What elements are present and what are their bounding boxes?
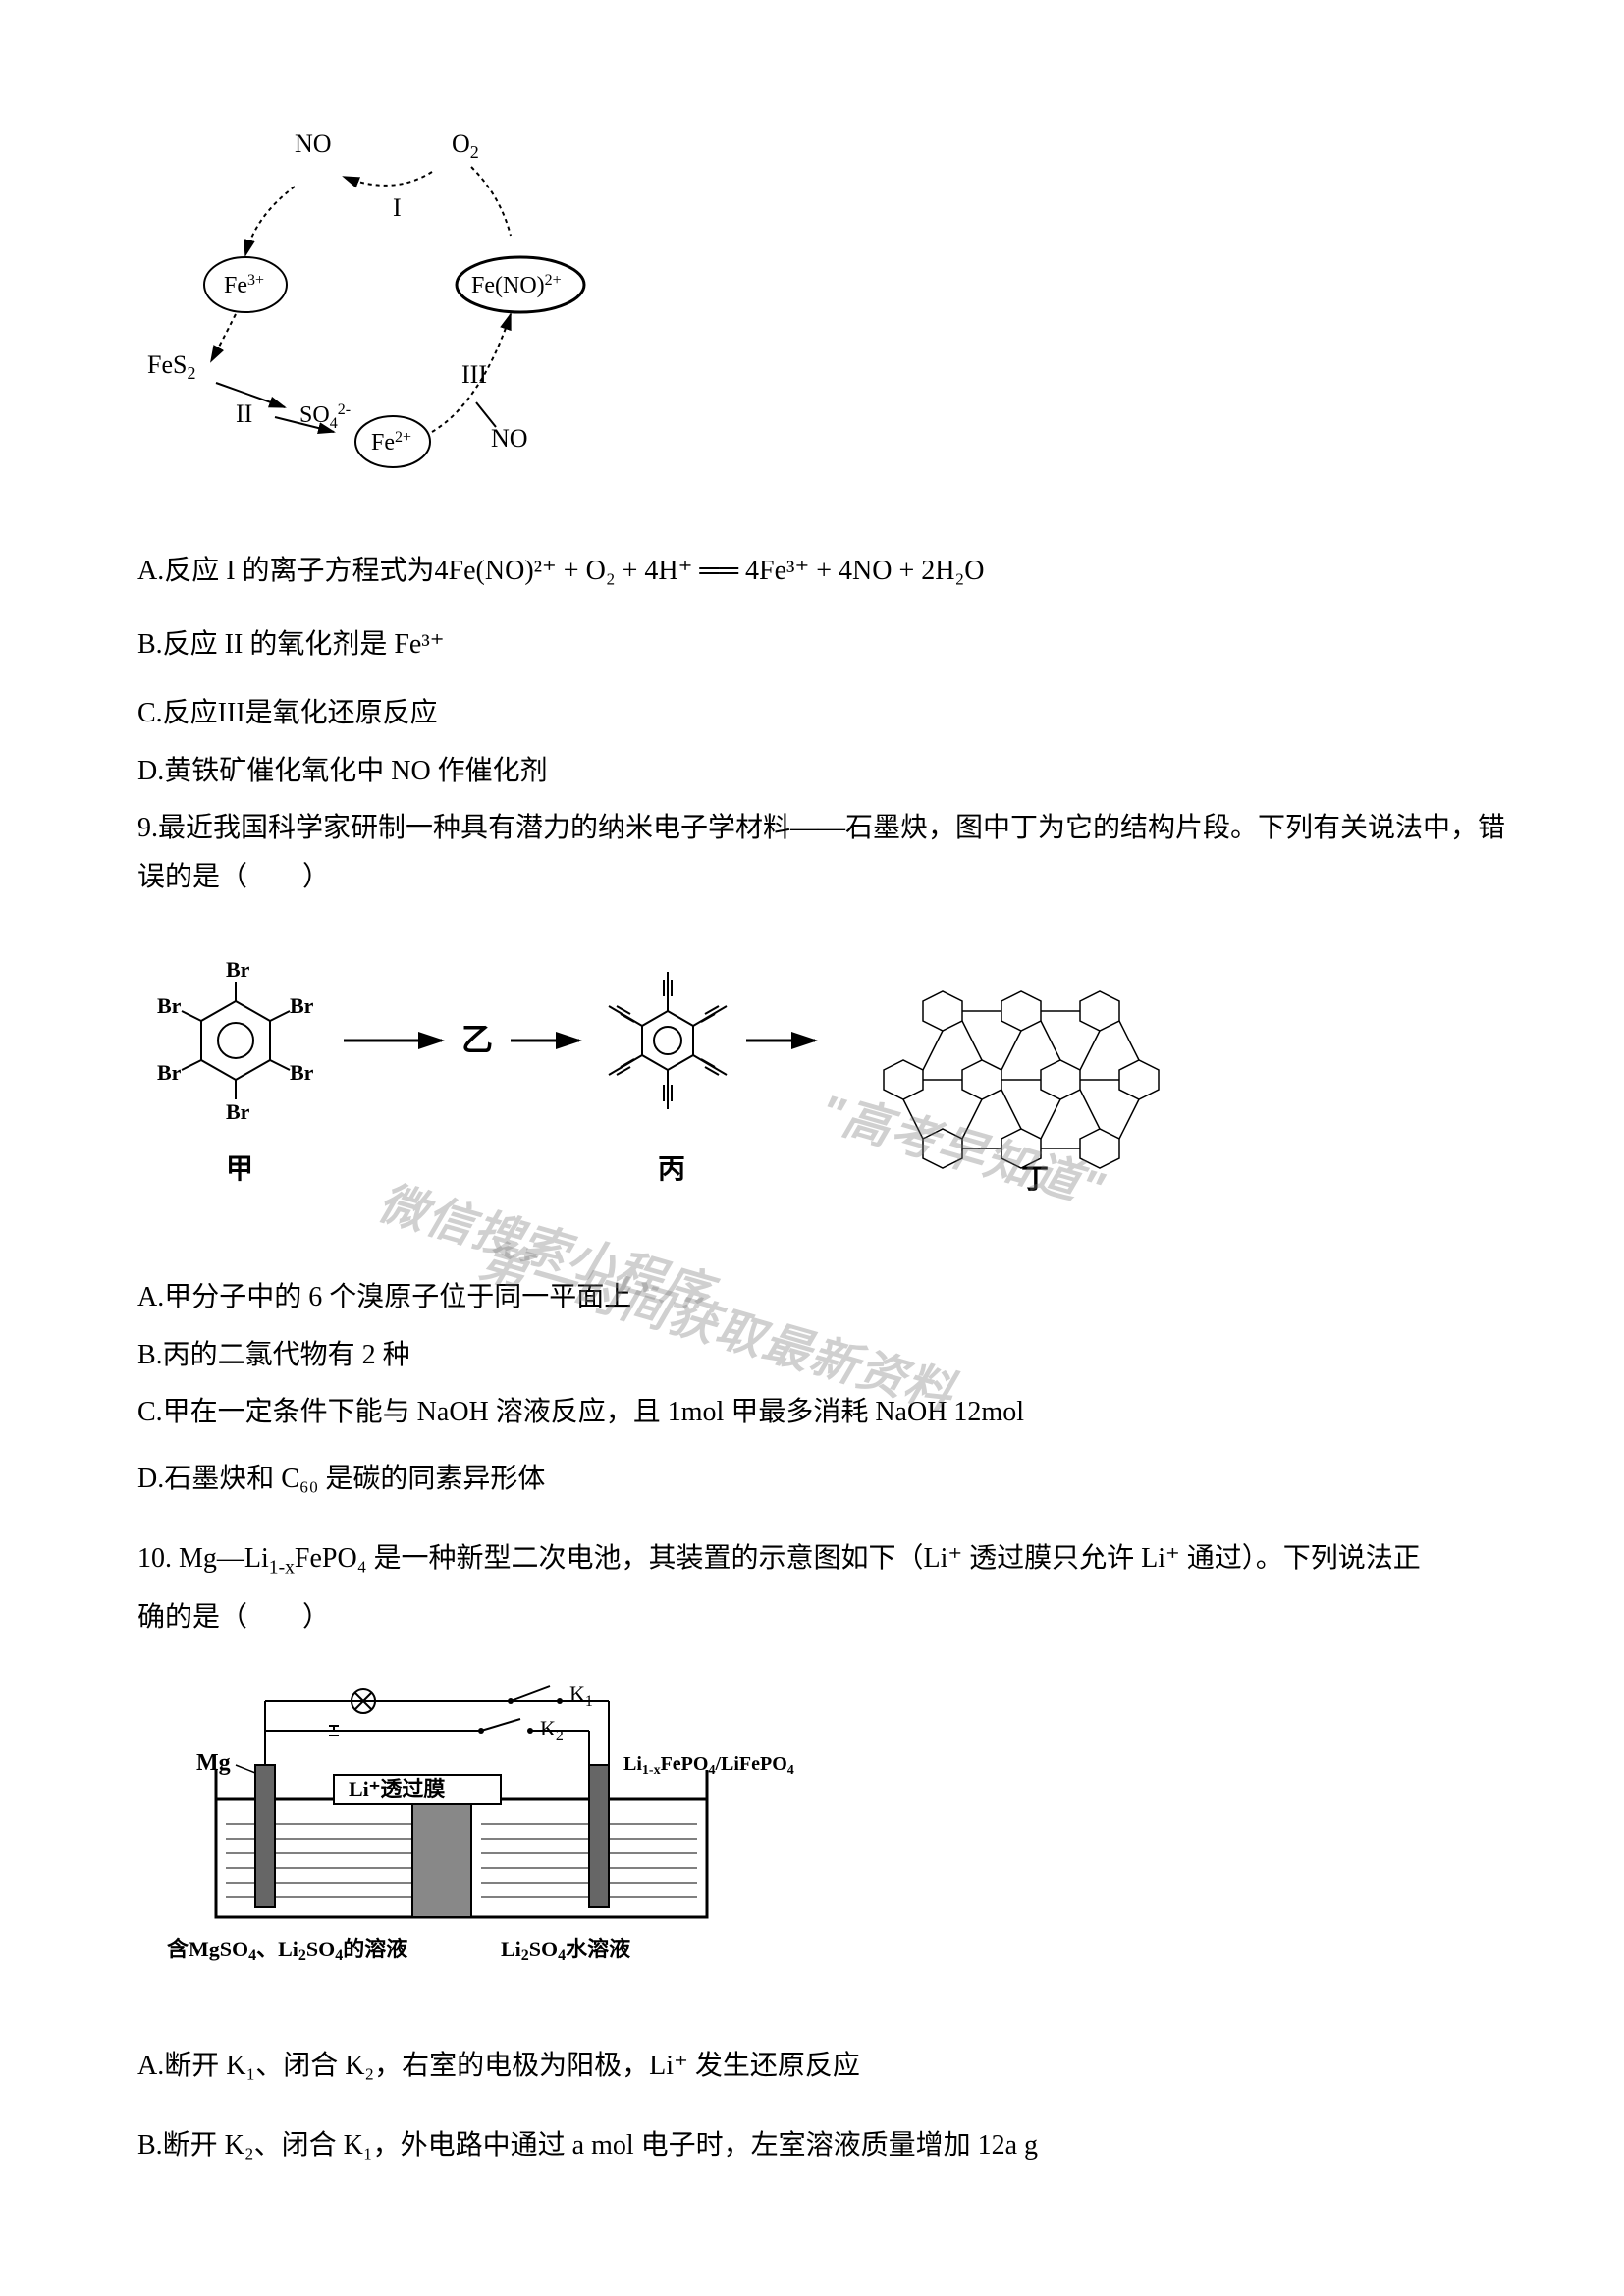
q9-option-b: B.丙的二氯代物有 2 种 xyxy=(137,1331,1506,1380)
q9-option-c: C.甲在一定条件下能与 NaOH 溶液反应，且 1mol 甲最多消耗 NaOH … xyxy=(137,1388,1506,1437)
label-ding: 丁 xyxy=(1021,1164,1049,1195)
q10-stem-sub: 1-x xyxy=(269,1557,295,1577)
q10-stem-mid: FePO₄ 是一种新型二次电池，其装置的示意图如下（Li⁺ 透过膜只允许 Li⁺… xyxy=(295,1543,1421,1574)
svg-text:Br: Br xyxy=(157,993,182,1018)
battery-diagram: K1 K2 Mg Li⁺透过膜 xyxy=(137,1672,825,1986)
label-so4: SO42- xyxy=(299,401,351,432)
q10-stem: 10. Mg—Li1-xFePO₄ 是一种新型二次电池，其装置的示意图如下（Li… xyxy=(137,1534,1506,1585)
svg-text:Br: Br xyxy=(290,993,314,1018)
q9-diagram: Br Br Br Br Br Br 甲 乙 丙 xyxy=(137,923,1506,1234)
label-yi: 乙 xyxy=(461,1022,493,1057)
label-fe2: Fe2+ xyxy=(371,429,411,455)
svg-text:Br: Br xyxy=(290,1060,314,1085)
label-feno: Fe(NO)2+ xyxy=(471,272,562,298)
q8-option-a: A.反应 I 的离子方程式为4Fe(NO)²⁺ + O₂ + 4H⁺ ══ 4F… xyxy=(137,547,1506,596)
label-no-top: NO xyxy=(295,130,332,158)
label-left-solution: 含MgSO4、Li2SO4的溶液 xyxy=(167,1937,407,1964)
label-no-bottom: NO xyxy=(491,424,528,453)
q9-stem: 9.最近我国科学家研制一种具有潜力的纳米电子学材料——石墨炔，图中丁为它的结构片… xyxy=(137,804,1506,903)
q10-option-b: B.断开 K₂、闭合 K₁，外电路中通过 a mol 电子时，左室溶液质量增加 … xyxy=(137,2121,1506,2170)
label-o2: O2 xyxy=(452,130,479,162)
q8-diagram: NO O2 I Fe3+ Fe(NO)2+ FeS2 II SO42- Fe2+… xyxy=(137,118,1506,507)
label-roman1: I xyxy=(393,193,402,222)
svg-text:Br: Br xyxy=(157,1060,182,1085)
label-jia: 甲 xyxy=(226,1154,253,1185)
label-k1: K1 xyxy=(569,1682,593,1710)
q8-a-prefix: A.反应 I 的离子方程式为 xyxy=(137,556,435,586)
q10-stem-prefix: 10. Mg—Li xyxy=(137,1543,269,1574)
q8-option-d: D.黄铁矿催化氧化中 NO 作催化剂 xyxy=(137,747,1506,796)
q8-option-c: C.反应III是氧化还原反应 xyxy=(137,689,1506,738)
label-roman3: III xyxy=(461,360,487,389)
q8-a-equation: 4Fe(NO)²⁺ + O₂ + 4H⁺ ══ 4Fe³⁺ + 4NO + 2H… xyxy=(435,556,985,586)
label-cathode: Li1-xFePO4/LiFePO4 xyxy=(623,1753,794,1778)
label-membrane: Li⁺透过膜 xyxy=(349,1777,445,1801)
label-fes2: FeS2 xyxy=(147,350,195,383)
q9-option-d: D.石墨炔和 C₆₀ 是碳的同素异形体 xyxy=(137,1455,1506,1504)
label-roman2: II xyxy=(236,400,252,428)
q8-option-b: B.反应 II 的氧化剂是 Fe³⁺ xyxy=(137,620,1506,669)
graphyne-diagram: Br Br Br Br Br Br 甲 乙 丙 xyxy=(137,923,1218,1217)
q9-option-a: A.甲分子中的 6 个溴原子位于同一平面上 xyxy=(137,1273,1506,1322)
svg-text:Br: Br xyxy=(226,1099,250,1124)
fe-cycle-diagram: NO O2 I Fe3+ Fe(NO)2+ FeS2 II SO42- Fe2+… xyxy=(137,118,609,491)
svg-text:Br: Br xyxy=(226,957,250,982)
q10-diagram: K1 K2 Mg Li⁺透过膜 xyxy=(137,1672,1506,2002)
label-right-solution: Li2SO4水溶液 xyxy=(501,1937,630,1964)
label-fe3: Fe3+ xyxy=(224,272,264,298)
label-mg: Mg xyxy=(196,1750,231,1776)
label-bing: 丙 xyxy=(658,1154,685,1185)
q10-option-a: A.断开 K₁、闭合 K₂，右室的电极为阳极，Li⁺ 发生还原反应 xyxy=(137,2042,1506,2091)
q10-stem-suffix: 确的是（ ） xyxy=(137,1593,1506,1642)
